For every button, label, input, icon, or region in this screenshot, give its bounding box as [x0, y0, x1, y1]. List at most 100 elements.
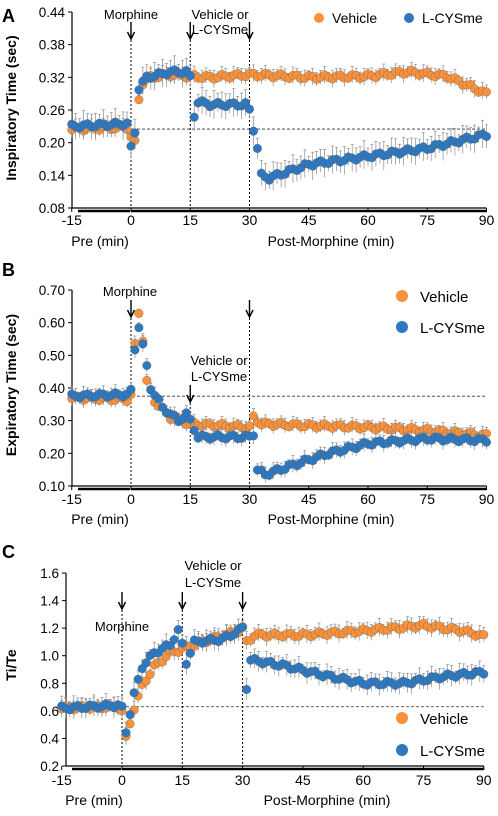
legend-lcys-marker-b	[396, 321, 408, 333]
data-point-vehicle	[245, 421, 254, 431]
data-point-lcys	[117, 701, 127, 711]
y-tick-label: 1.4	[40, 594, 59, 609]
panel-label-a: A	[2, 6, 15, 26]
data-point-vehicle	[142, 375, 152, 385]
legend-b: Vehicle L-CYSme	[396, 289, 485, 337]
x-tick-label: 60	[360, 212, 376, 228]
annotation-lcysme-c: L-CYSme	[185, 575, 241, 590]
series-lcys	[67, 322, 491, 483]
y-tick-label: 0.10	[39, 479, 65, 494]
x-tick-label: 0	[127, 491, 135, 507]
data-point-lcys	[242, 685, 252, 694]
data-point-lcys	[189, 112, 199, 122]
x-tick-label: 75	[419, 212, 435, 228]
annotation-morphine-c: Morphine	[95, 619, 149, 634]
data-point-lcys	[130, 345, 140, 355]
y-tick-label: 0.70	[39, 283, 65, 298]
panel-c: 0.2 0.4 0.6 0.8 1.0 1.2 1.4 1.6 -15 0 15 30 45 60 75 90	[40, 566, 492, 788]
x-tick-label: 15	[175, 772, 191, 788]
x-tick-label: 75	[419, 491, 435, 507]
legend-vehicle-marker-a	[314, 13, 324, 23]
legend-lcys-label-a: L-CYSme	[422, 10, 483, 26]
data-point-lcys	[245, 104, 254, 114]
data-point-lcys	[248, 126, 258, 136]
data-point-lcys	[248, 431, 258, 441]
legend-vehicle-label-c: Vehicle	[420, 711, 468, 728]
x-tick-label: 30	[242, 212, 258, 228]
x-tick-label: 15	[182, 212, 198, 228]
legend-lcys-label-c: L-CYSme	[420, 743, 485, 760]
xlabel-post-a: Post-Morphine (min)	[268, 233, 395, 249]
x-tick-label: 0	[127, 212, 135, 228]
annotation-vehicle-or-b: Vehicle or	[190, 353, 248, 368]
y-tick-label: 1.6	[40, 566, 59, 581]
panel-label-c: C	[2, 542, 15, 562]
event-arrowhead	[238, 601, 247, 611]
data-point-lcys	[141, 658, 151, 668]
data-point-lcys	[482, 131, 491, 141]
x-tick-label: 30	[242, 491, 258, 507]
event-arrowhead	[178, 601, 187, 611]
data-point-lcys	[185, 71, 195, 81]
xlabel-pre-a: Pre (min)	[71, 233, 129, 249]
annotation-morphine-a: Morphine	[104, 7, 158, 22]
data-point-lcys	[173, 625, 183, 635]
xlabel-post-b: Post-Morphine (min)	[268, 511, 395, 527]
annotation-morphine-b: Morphine	[103, 284, 157, 299]
x-tick-label: 45	[301, 212, 317, 228]
data-point-lcys	[181, 408, 191, 418]
x-tick-label: -15	[62, 212, 82, 228]
data-point-lcys	[125, 710, 135, 720]
ylabel-c: Ti/Te	[3, 649, 19, 681]
data-point-lcys	[482, 437, 491, 447]
data-point-lcys	[121, 728, 131, 738]
legend-lcys-marker-a	[404, 13, 414, 23]
y-tick-label: 0.6	[40, 704, 59, 719]
xlabel-pre-c: Pre (min)	[65, 792, 123, 808]
data-point-vehicle	[145, 670, 155, 679]
y-tick-label: 0.38	[39, 38, 65, 53]
x-tick-label: 90	[479, 212, 495, 228]
data-point-lcys	[189, 426, 199, 436]
data-point-lcys	[177, 638, 187, 648]
data-point-lcys	[134, 85, 144, 95]
x-tick-label: 0	[118, 772, 126, 788]
event-arrowhead	[126, 31, 136, 41]
x-tick-label: 90	[476, 772, 492, 788]
legend-vehicle-marker-c	[396, 712, 408, 724]
legend-a: Vehicle L-CYSme	[314, 10, 483, 26]
annotation-vehicle-or-c: Vehicle or	[184, 558, 242, 573]
data-point-lcys	[126, 141, 136, 151]
y-tick-label: 0.40	[39, 381, 65, 396]
event-arrowhead	[186, 31, 195, 41]
event-arrowhead	[186, 394, 195, 404]
event-arrowhead	[245, 309, 254, 319]
x-tick-label: -15	[62, 491, 82, 507]
x-tick-label: 45	[301, 491, 317, 507]
legend-vehicle-label-b: Vehicle	[420, 289, 468, 306]
data-point-lcys	[130, 128, 140, 138]
data-point-lcys	[134, 323, 144, 333]
data-point-lcys	[154, 394, 164, 404]
y-tick-label: 0.20	[39, 136, 65, 151]
data-point-lcys	[129, 688, 139, 698]
y-tick-label: 0.08	[39, 201, 65, 216]
y-tick-label: 1.2	[40, 621, 59, 636]
data-point-vehicle	[125, 719, 135, 729]
x-tick-label: 60	[355, 772, 371, 788]
x-tick-label: -15	[52, 772, 72, 788]
xlabel-post-c: Post-Morphine (min)	[264, 792, 391, 808]
y-tick-label: 0.30	[39, 414, 65, 429]
data-point-lcys	[185, 648, 195, 658]
data-point-lcys	[138, 339, 148, 349]
xlabel-pre-b: Pre (min)	[71, 511, 129, 527]
y-tick-label: 0.20	[39, 446, 65, 461]
data-point-lcys	[238, 622, 248, 632]
panel-a: 0.08 0.14 0.20 0.26 0.32 0.38 0.44 -15 0 15 30 45 60…	[39, 5, 495, 228]
annotation-vehicle-or-a: Vehicle or	[191, 7, 249, 22]
series-lcys	[67, 55, 491, 191]
y-tick-label: 0.50	[39, 348, 65, 363]
data-point-lcys	[181, 659, 191, 669]
panel-b: 0.10 0.20 0.30 0.40 0.50 0.60 0.70 -15 0 15 30 45 60…	[39, 283, 495, 507]
